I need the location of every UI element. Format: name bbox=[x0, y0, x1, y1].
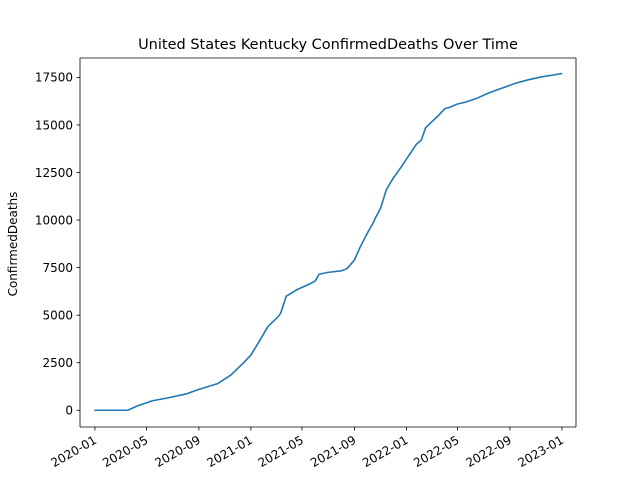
y-tick-label: 0 bbox=[65, 404, 73, 418]
y-axis-label: ConfirmedDeaths bbox=[6, 192, 20, 297]
y-tick-label: 2500 bbox=[42, 356, 73, 370]
y-tick-label: 10000 bbox=[35, 213, 73, 227]
y-tick-label: 7500 bbox=[42, 261, 73, 275]
y-tick-label: 17500 bbox=[35, 71, 73, 85]
series-line-0 bbox=[94, 72, 563, 412]
y-tick-label: 5000 bbox=[42, 308, 73, 322]
y-tick-label: 15000 bbox=[35, 118, 73, 132]
chart-title: United States Kentucky ConfirmedDeaths O… bbox=[138, 37, 518, 53]
y-tick-label: 12500 bbox=[35, 166, 73, 180]
